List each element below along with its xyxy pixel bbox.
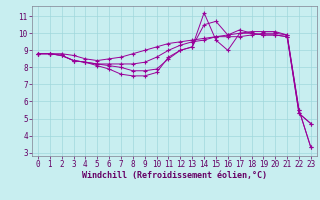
X-axis label: Windchill (Refroidissement éolien,°C): Windchill (Refroidissement éolien,°C) <box>82 171 267 180</box>
